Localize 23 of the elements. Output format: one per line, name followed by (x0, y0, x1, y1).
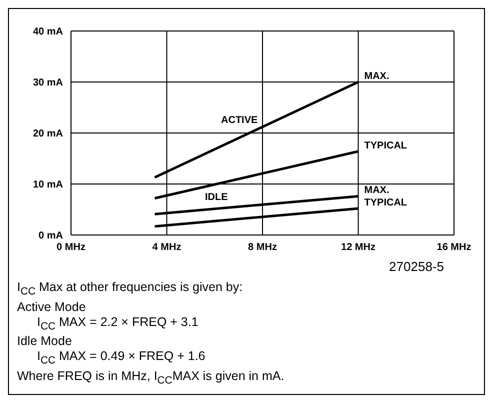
series-label: TYPICAL (364, 197, 408, 208)
text: 270258-5 (388, 259, 445, 274)
text: Where FREQ is in MHz, I$_{CC}$MAX is given in mA. (16, 368, 286, 388)
x-tick-label: 12 MHz (341, 242, 376, 254)
x-tick-label: 0 MHz (56, 242, 86, 254)
x-tick-label: 4 MHz (152, 242, 182, 254)
y-tick-label: 0 mA (38, 230, 63, 242)
text: I$_{CC}$ Max at other frequencies is given by: (16, 280, 244, 300)
text: Active Mode (16, 300, 87, 314)
text: I$_{CC}$ MAX = 0.49 × FREQ + 1.6 (36, 349, 206, 368)
text: I$_{CC}$ MAX = 2.2 × FREQ + 3.1 (36, 314, 200, 334)
series-label: TYPICAL (364, 140, 408, 152)
text: Idle Mode (16, 334, 73, 349)
series-label: MAX. (364, 185, 390, 196)
annotation: IDLE (205, 192, 228, 203)
y-tick-label: 10 mA (32, 180, 63, 191)
series-label: MAX. (364, 71, 390, 82)
y-tick-label: 40 mA (32, 26, 63, 38)
annotation: ACTIVE (221, 115, 258, 126)
x-tick-label: 16 MHz (436, 242, 472, 254)
y-tick-label: 20 mA (32, 128, 63, 140)
x-tick-label: 8 MHz (248, 242, 277, 254)
y-tick-label: 30 mA (32, 78, 63, 89)
